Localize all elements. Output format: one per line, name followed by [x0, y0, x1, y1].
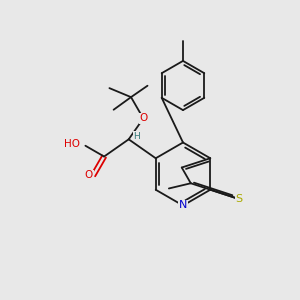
- Text: H: H: [134, 132, 140, 141]
- Text: S: S: [235, 194, 242, 204]
- Text: N: N: [179, 200, 187, 211]
- Text: O: O: [139, 113, 147, 123]
- Text: O: O: [85, 170, 93, 180]
- Text: HO: HO: [64, 139, 80, 149]
